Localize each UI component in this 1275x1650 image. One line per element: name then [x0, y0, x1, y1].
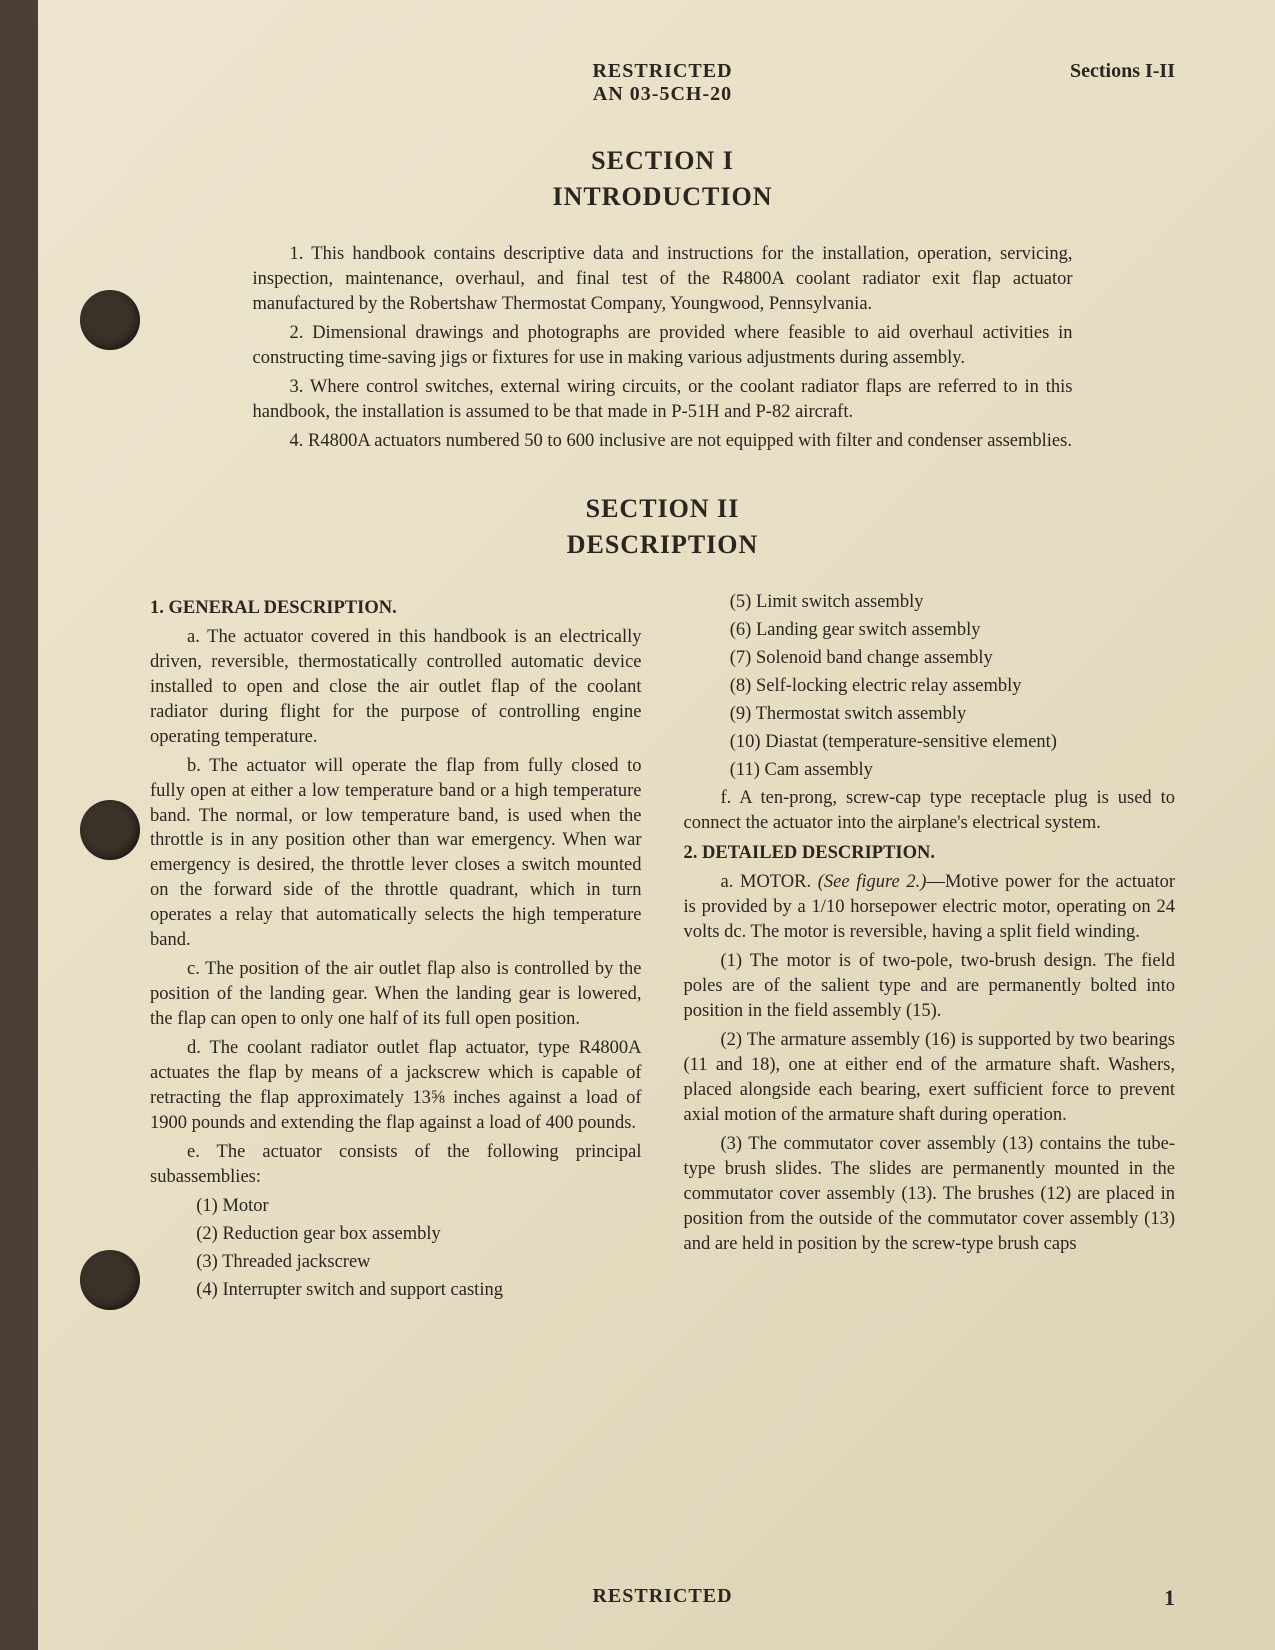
para-motor: a. MOTOR. (See figure 2.)—Motive power f… [684, 870, 1176, 945]
list-item: (6) Landing gear switch assembly [684, 618, 1176, 643]
document-page: RESTRICTED AN 03-5CH-20 Sections I-II SE… [0, 0, 1275, 1650]
para: f. A ten-prong, screw-cap type receptacl… [684, 786, 1176, 836]
section1-para: 4. R4800A actuators numbered 50 to 600 i… [253, 429, 1073, 454]
header-sections: Sections I-II [1070, 60, 1175, 83]
page-header: RESTRICTED AN 03-5CH-20 Sections I-II [150, 60, 1175, 106]
list-item: (1) Motor [150, 1194, 642, 1219]
para-text: a. MOTOR. [721, 872, 818, 892]
header-restricted: RESTRICTED [150, 60, 1175, 83]
page-footer: RESTRICTED 1 [150, 1585, 1175, 1608]
para: (2) The armature assembly (16) is suppor… [684, 1028, 1176, 1128]
heading-detailed-description: 2. DETAILED DESCRIPTION. [684, 841, 1176, 866]
footer-restricted: RESTRICTED [592, 1585, 732, 1608]
section1-subtitle: INTRODUCTION [150, 182, 1175, 212]
para: (1) The motor is of two-pole, two-brush … [684, 949, 1176, 1024]
column-right: (5) Limit switch assembly (6) Landing ge… [684, 590, 1176, 1306]
para: a. The actuator covered in this handbook… [150, 625, 642, 750]
para: (3) The commutator cover assembly (13) c… [684, 1132, 1176, 1257]
binder-hole-icon [80, 800, 140, 860]
section1-para: 3. Where control switches, external wiri… [253, 375, 1073, 425]
header-docnum: AN 03-5CH-20 [150, 83, 1175, 106]
list-item: (11) Cam assembly [684, 758, 1176, 783]
para: d. The coolant radiator outlet flap actu… [150, 1036, 642, 1136]
heading-general-description: 1. GENERAL DESCRIPTION. [150, 596, 642, 621]
section1-title: SECTION I [150, 146, 1175, 176]
para: c. The position of the air outlet flap a… [150, 957, 642, 1032]
list-item: (8) Self-locking electric relay assembly [684, 674, 1176, 699]
section1-para: 1. This handbook contains descriptive da… [253, 242, 1073, 317]
list-item: (2) Reduction gear box assembly [150, 1222, 642, 1247]
list-item: (9) Thermostat switch assembly [684, 702, 1176, 727]
list-item: (10) Diastat (temperature-sensitive elem… [684, 730, 1176, 755]
binder-hole-icon [80, 1250, 140, 1310]
list-item: (7) Solenoid band change assembly [684, 646, 1176, 671]
para: e. The actuator consists of the followin… [150, 1140, 642, 1190]
column-left: 1. GENERAL DESCRIPTION. a. The actuator … [150, 590, 642, 1306]
para: b. The actuator will operate the flap fr… [150, 754, 642, 954]
figure-ref: (See figure 2.) [818, 872, 927, 892]
section2-title: SECTION II [150, 494, 1175, 524]
footer-page-number: 1 [1164, 1585, 1175, 1611]
section1-body: 1. This handbook contains descriptive da… [253, 242, 1073, 454]
list-item: (5) Limit switch assembly [684, 590, 1176, 615]
section2-subtitle: DESCRIPTION [150, 530, 1175, 560]
two-column-body: 1. GENERAL DESCRIPTION. a. The actuator … [150, 590, 1175, 1306]
section1-para: 2. Dimensional drawings and photographs … [253, 321, 1073, 371]
list-item: (3) Threaded jackscrew [150, 1250, 642, 1275]
list-item: (4) Interrupter switch and support casti… [150, 1278, 642, 1303]
binder-hole-icon [80, 290, 140, 350]
